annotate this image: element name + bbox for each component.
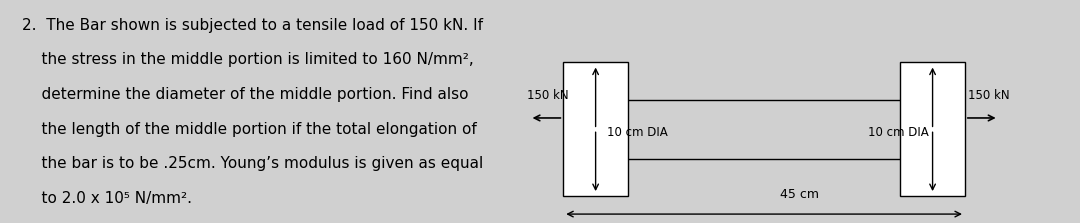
Text: 10 cm DIA: 10 cm DIA bbox=[607, 126, 667, 138]
Text: to 2.0 x 10⁵ N/mm².: to 2.0 x 10⁵ N/mm². bbox=[22, 191, 191, 206]
Bar bbox=[564, 62, 627, 196]
Bar bbox=[901, 62, 964, 196]
Text: 150 kN: 150 kN bbox=[527, 89, 568, 102]
Text: the length of the middle portion if the total elongation of: the length of the middle portion if the … bbox=[22, 122, 476, 136]
Text: determine the diameter of the middle portion. Find also: determine the diameter of the middle por… bbox=[22, 87, 468, 102]
Text: 2.  The Bar shown is subjected to a tensile load of 150 kN. If: 2. The Bar shown is subjected to a tensi… bbox=[22, 18, 483, 33]
Text: 10 cm DIA: 10 cm DIA bbox=[868, 126, 929, 138]
Text: 150 kN: 150 kN bbox=[968, 89, 1010, 102]
Text: 45 cm: 45 cm bbox=[780, 188, 819, 201]
Text: the stress in the middle portion is limited to 160 N/mm²,: the stress in the middle portion is limi… bbox=[22, 52, 473, 67]
Text: the bar is to be .25cm. Young’s modulus is given as equal: the bar is to be .25cm. Young’s modulus … bbox=[22, 156, 483, 171]
